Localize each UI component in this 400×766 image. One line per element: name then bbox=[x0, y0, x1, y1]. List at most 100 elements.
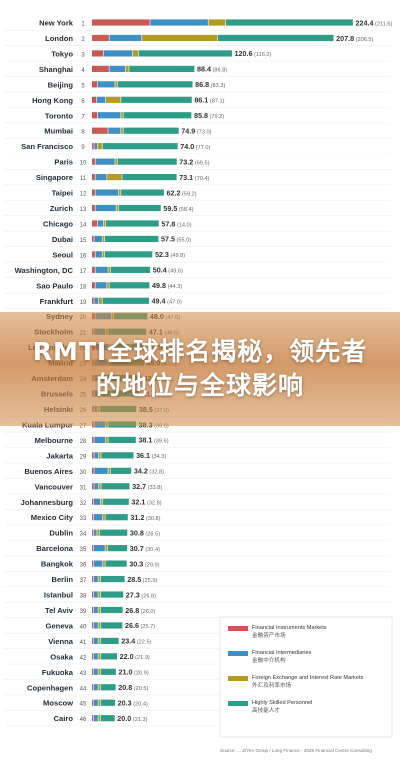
city-label: Zurich bbox=[50, 204, 74, 213]
rank-label: 15 bbox=[80, 238, 87, 244]
bar-segment bbox=[92, 235, 94, 243]
bar-segment bbox=[94, 452, 99, 459]
bar-segment bbox=[115, 81, 118, 88]
bar-segment bbox=[94, 467, 108, 474]
rank-label: 19 bbox=[80, 300, 87, 306]
total-label: 26.6 (25.7) bbox=[125, 621, 155, 630]
bar-segment bbox=[92, 34, 109, 42]
bar-segment bbox=[98, 622, 101, 629]
bar-segment bbox=[92, 65, 109, 72]
bar-segment bbox=[123, 112, 192, 119]
bar-segment bbox=[94, 143, 98, 150]
total-label: 59.5 (58.4) bbox=[163, 204, 193, 213]
total-label: 31.2 (30.8) bbox=[130, 513, 160, 522]
legend-swatch bbox=[228, 626, 248, 631]
bar-segment bbox=[93, 684, 98, 691]
total-label: 20.3 (20.4) bbox=[118, 699, 148, 708]
bar-segment bbox=[105, 514, 128, 521]
rank-label: 38 bbox=[80, 594, 87, 600]
total-label: 86.1 (87.1) bbox=[194, 96, 224, 105]
bar-segment bbox=[100, 668, 116, 675]
city-label: San Francisco bbox=[21, 142, 73, 151]
city-label: Geneva bbox=[46, 621, 74, 630]
bar-segment bbox=[109, 34, 142, 42]
total-label: 20.0 (21.3) bbox=[117, 714, 147, 723]
bar-segment bbox=[94, 483, 99, 490]
bar-segment bbox=[108, 467, 111, 474]
total-label: 22.0 (21.9) bbox=[120, 652, 150, 661]
rank-label: 34 bbox=[80, 532, 87, 538]
city-label: Toronto bbox=[45, 111, 73, 120]
bar-segment bbox=[93, 591, 98, 598]
city-label: Tel Aviv bbox=[45, 606, 74, 615]
bar-segment bbox=[92, 112, 98, 119]
bar-segment bbox=[95, 282, 107, 289]
city-label: Chicago bbox=[43, 219, 73, 228]
rank-label: 6 bbox=[81, 99, 85, 105]
footnote: Source: ... Z/Yen Group / Long Finance -… bbox=[220, 748, 372, 753]
bar-segment bbox=[107, 174, 122, 181]
total-label: 50.4 (49.6) bbox=[153, 266, 183, 275]
bar-segment bbox=[93, 560, 103, 567]
bar-segment bbox=[121, 96, 192, 103]
rank-label: 42 bbox=[80, 655, 87, 661]
bar-segment bbox=[93, 529, 97, 536]
bar-segment bbox=[95, 174, 107, 181]
bar-segment bbox=[92, 282, 95, 289]
bar-segment bbox=[93, 622, 98, 629]
bar-segment bbox=[92, 684, 94, 691]
bar-segment bbox=[92, 606, 94, 614]
city-label: Taipei bbox=[52, 189, 73, 198]
bar-segment bbox=[100, 684, 116, 691]
rank-label: 5 bbox=[81, 83, 85, 89]
bar-segment bbox=[115, 158, 118, 165]
bar-segment bbox=[97, 220, 104, 227]
bar-segment bbox=[138, 50, 232, 57]
bar-segment bbox=[98, 591, 101, 598]
bar-segment bbox=[92, 297, 94, 304]
bar-segment bbox=[108, 266, 111, 273]
bar-segment bbox=[93, 668, 98, 675]
city-label: Istanbul bbox=[44, 591, 73, 600]
city-label: Moscow bbox=[43, 699, 73, 708]
bar-segment bbox=[92, 560, 94, 567]
legend-swatch bbox=[228, 701, 248, 706]
city-label: Seoul bbox=[52, 250, 73, 259]
total-label: 74.0 (77.0) bbox=[180, 142, 210, 151]
bar-segment bbox=[93, 606, 98, 614]
city-label: Vancouver bbox=[35, 482, 73, 491]
legend-label: Financial Intermediaries bbox=[252, 650, 312, 656]
rank-label: 9 bbox=[81, 145, 85, 151]
rank-label: 46 bbox=[80, 717, 87, 723]
bar-segment bbox=[92, 529, 94, 536]
legend-box bbox=[219, 616, 393, 738]
bar-segment bbox=[92, 483, 94, 490]
total-label: 74.9 (73.0) bbox=[181, 127, 211, 136]
total-label: 85.8 (79.2) bbox=[194, 111, 224, 120]
bar-segment bbox=[105, 560, 127, 567]
bar-segment bbox=[100, 575, 125, 583]
bar-segment bbox=[92, 498, 94, 505]
bar-segment bbox=[92, 174, 95, 181]
city-label: New York bbox=[39, 19, 74, 28]
bar-segment bbox=[97, 529, 99, 536]
bar-segment bbox=[95, 158, 115, 165]
total-label: 30.8 (28.5) bbox=[130, 528, 160, 537]
bar-segment bbox=[105, 96, 121, 103]
bar-segment bbox=[95, 266, 108, 273]
rank-label: 33 bbox=[80, 516, 87, 522]
bar-segment bbox=[102, 235, 105, 243]
rank-label: 17 bbox=[80, 269, 87, 275]
rank-label: 28 bbox=[80, 439, 87, 445]
bar-segment bbox=[93, 653, 98, 660]
bar-segment bbox=[92, 622, 94, 629]
city-label: Washington, DC bbox=[15, 266, 74, 275]
bar-segment bbox=[217, 34, 334, 42]
bar-segment bbox=[123, 127, 179, 134]
rank-label: 18 bbox=[80, 284, 87, 290]
rank-label: 16 bbox=[80, 253, 87, 259]
bar-segment bbox=[121, 127, 123, 134]
bar-segment bbox=[109, 282, 150, 289]
total-label: 23.4 (22.5) bbox=[121, 637, 151, 646]
bar-segment bbox=[110, 266, 151, 273]
